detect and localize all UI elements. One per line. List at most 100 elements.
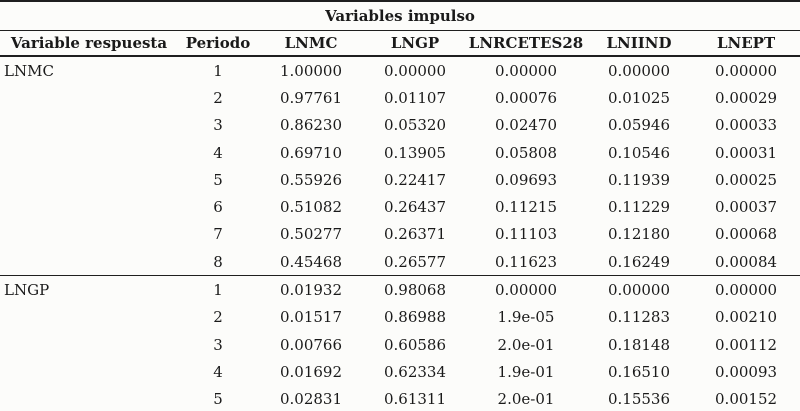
column-header-variable-respuesta: Variable respuesta bbox=[0, 30, 178, 57]
value-cell: 0.00000 bbox=[692, 275, 800, 304]
response-variable-label bbox=[0, 331, 178, 358]
value-cell: 1.9e-05 bbox=[497, 308, 555, 327]
table-row: 3 0.00766 0.60586 2.0e-01 0.18148 0.0011… bbox=[0, 331, 800, 358]
value-cell: 0.00029 bbox=[715, 88, 778, 107]
value-cell: 0.11215 bbox=[494, 198, 558, 217]
table-header-row: Variable respuesta Periodo LNMC LNGP LNR… bbox=[0, 30, 800, 57]
value-cell: 0.69710 bbox=[279, 143, 343, 162]
value-cell: 0.00000 bbox=[383, 61, 447, 80]
value-cell: 0.00076 bbox=[494, 88, 558, 107]
periodo-cell: 2 bbox=[213, 308, 223, 327]
column-header-lnmc: LNMC bbox=[258, 30, 364, 57]
periodo-cell: 4 bbox=[213, 143, 223, 162]
value-cell: 0.01692 bbox=[279, 362, 343, 381]
value-cell: 0.01517 bbox=[279, 308, 343, 327]
value-cell: 0.51082 bbox=[279, 198, 343, 217]
value-cell: 0.13905 bbox=[383, 143, 447, 162]
periodo-cell: 5 bbox=[213, 170, 223, 189]
value-cell: 0.01107 bbox=[383, 88, 447, 107]
value-cell: 0.00000 bbox=[715, 61, 778, 80]
value-cell: 0.16510 bbox=[607, 362, 671, 381]
value-cell: 0.00031 bbox=[715, 143, 778, 162]
value-cell: 0.97761 bbox=[279, 88, 343, 107]
periodo-cell: 1 bbox=[213, 61, 223, 80]
response-variable-label: LNMC bbox=[4, 61, 54, 80]
value-cell: 0.61311 bbox=[383, 390, 447, 409]
column-header-lnept: LNEPT bbox=[692, 30, 800, 57]
response-variable-label bbox=[0, 358, 178, 385]
value-cell: 0.11623 bbox=[494, 252, 558, 271]
table-row: LNGP 1 0.01932 0.98068 0.00000 0.00000 0… bbox=[0, 275, 800, 304]
table-row: LNMC 1 1.00000 0.00000 0.00000 0.00000 0… bbox=[0, 56, 800, 84]
value-cell: 0.18148 bbox=[607, 335, 671, 354]
value-cell: 0.00210 bbox=[715, 308, 778, 327]
value-cell: 1.9e-01 bbox=[497, 362, 555, 381]
table-row: 4 0.01692 0.62334 1.9e-01 0.16510 0.0009… bbox=[0, 358, 800, 385]
value-cell: 0.00093 bbox=[715, 362, 778, 381]
value-cell: 0.00000 bbox=[466, 275, 586, 304]
periodo-cell: 7 bbox=[213, 225, 223, 244]
value-cell: 0.01932 bbox=[258, 275, 364, 304]
value-cell: 0.00000 bbox=[607, 61, 671, 80]
value-cell: 0.26371 bbox=[383, 225, 447, 244]
column-header-lnrcetes28: LNRCETES28 bbox=[466, 30, 586, 57]
periodo-cell: 5 bbox=[213, 390, 223, 409]
response-variable-label bbox=[0, 112, 178, 139]
response-variable-label bbox=[0, 386, 178, 411]
value-cell: 0.26437 bbox=[383, 198, 447, 217]
value-cell: 0.10546 bbox=[607, 143, 671, 162]
value-cell: 0.62334 bbox=[383, 362, 447, 381]
value-cell: 0.00766 bbox=[279, 335, 343, 354]
table-title-row: Variables impulso bbox=[0, 1, 800, 31]
value-cell: 0.55926 bbox=[279, 170, 343, 189]
value-cell: 0.02470 bbox=[494, 116, 558, 135]
table-row: 2 0.01517 0.86988 1.9e-05 0.11283 0.0021… bbox=[0, 304, 800, 331]
periodo-cell: 2 bbox=[213, 88, 223, 107]
value-cell: 0.86988 bbox=[383, 308, 447, 327]
value-cell: 0.22417 bbox=[383, 170, 447, 189]
column-header-periodo: Periodo bbox=[178, 30, 258, 57]
value-cell: 0.45468 bbox=[279, 252, 343, 271]
table-row: 4 0.69710 0.13905 0.05808 0.10546 0.0003… bbox=[0, 139, 800, 166]
periodo-cell: 4 bbox=[213, 362, 223, 381]
value-cell: 0.00000 bbox=[494, 61, 558, 80]
value-cell: 0.00112 bbox=[715, 335, 778, 354]
periodo-cell: 3 bbox=[213, 116, 223, 135]
value-cell: 0.01025 bbox=[607, 88, 671, 107]
value-cell: 0.11103 bbox=[494, 225, 558, 244]
response-variable-label bbox=[0, 248, 178, 276]
value-cell: 0.05946 bbox=[607, 116, 671, 135]
periodo-cell: 8 bbox=[213, 252, 223, 271]
periodo-cell: 3 bbox=[213, 335, 223, 354]
response-variable-label: LNGP bbox=[0, 275, 178, 304]
value-cell: 0.86230 bbox=[279, 116, 343, 135]
value-cell: 0.12180 bbox=[607, 225, 671, 244]
value-cell: 0.50277 bbox=[279, 225, 343, 244]
value-cell: 2.0e-01 bbox=[497, 390, 555, 409]
value-cell: 0.02831 bbox=[279, 390, 343, 409]
response-variable-label bbox=[0, 166, 178, 193]
value-cell: 0.60586 bbox=[383, 335, 447, 354]
value-cell: 0.05320 bbox=[383, 116, 447, 135]
table-row: 5 0.02831 0.61311 2.0e-01 0.15536 0.0015… bbox=[0, 386, 800, 411]
value-cell: 0.09693 bbox=[494, 170, 558, 189]
value-cell: 0.00033 bbox=[715, 116, 778, 135]
table-row: 3 0.86230 0.05320 0.02470 0.05946 0.0003… bbox=[0, 112, 800, 139]
response-variable-label bbox=[0, 221, 178, 248]
value-cell: 1.00000 bbox=[279, 61, 343, 80]
value-cell: 0.11939 bbox=[607, 170, 671, 189]
value-cell: 0.05808 bbox=[494, 143, 558, 162]
value-cell: 0.00037 bbox=[715, 198, 778, 217]
value-cell: 0.00152 bbox=[715, 390, 778, 409]
column-header-lniind: LNIIND bbox=[586, 30, 692, 57]
value-cell: 0.00000 bbox=[586, 275, 692, 304]
value-cell: 2.0e-01 bbox=[497, 335, 555, 354]
value-cell: 0.26577 bbox=[383, 252, 447, 271]
value-cell: 0.00025 bbox=[715, 170, 778, 189]
periodo-cell: 6 bbox=[213, 198, 223, 217]
response-variable-label bbox=[0, 304, 178, 331]
table-title: Variables impulso bbox=[0, 1, 800, 31]
value-cell: 0.11229 bbox=[607, 198, 671, 217]
